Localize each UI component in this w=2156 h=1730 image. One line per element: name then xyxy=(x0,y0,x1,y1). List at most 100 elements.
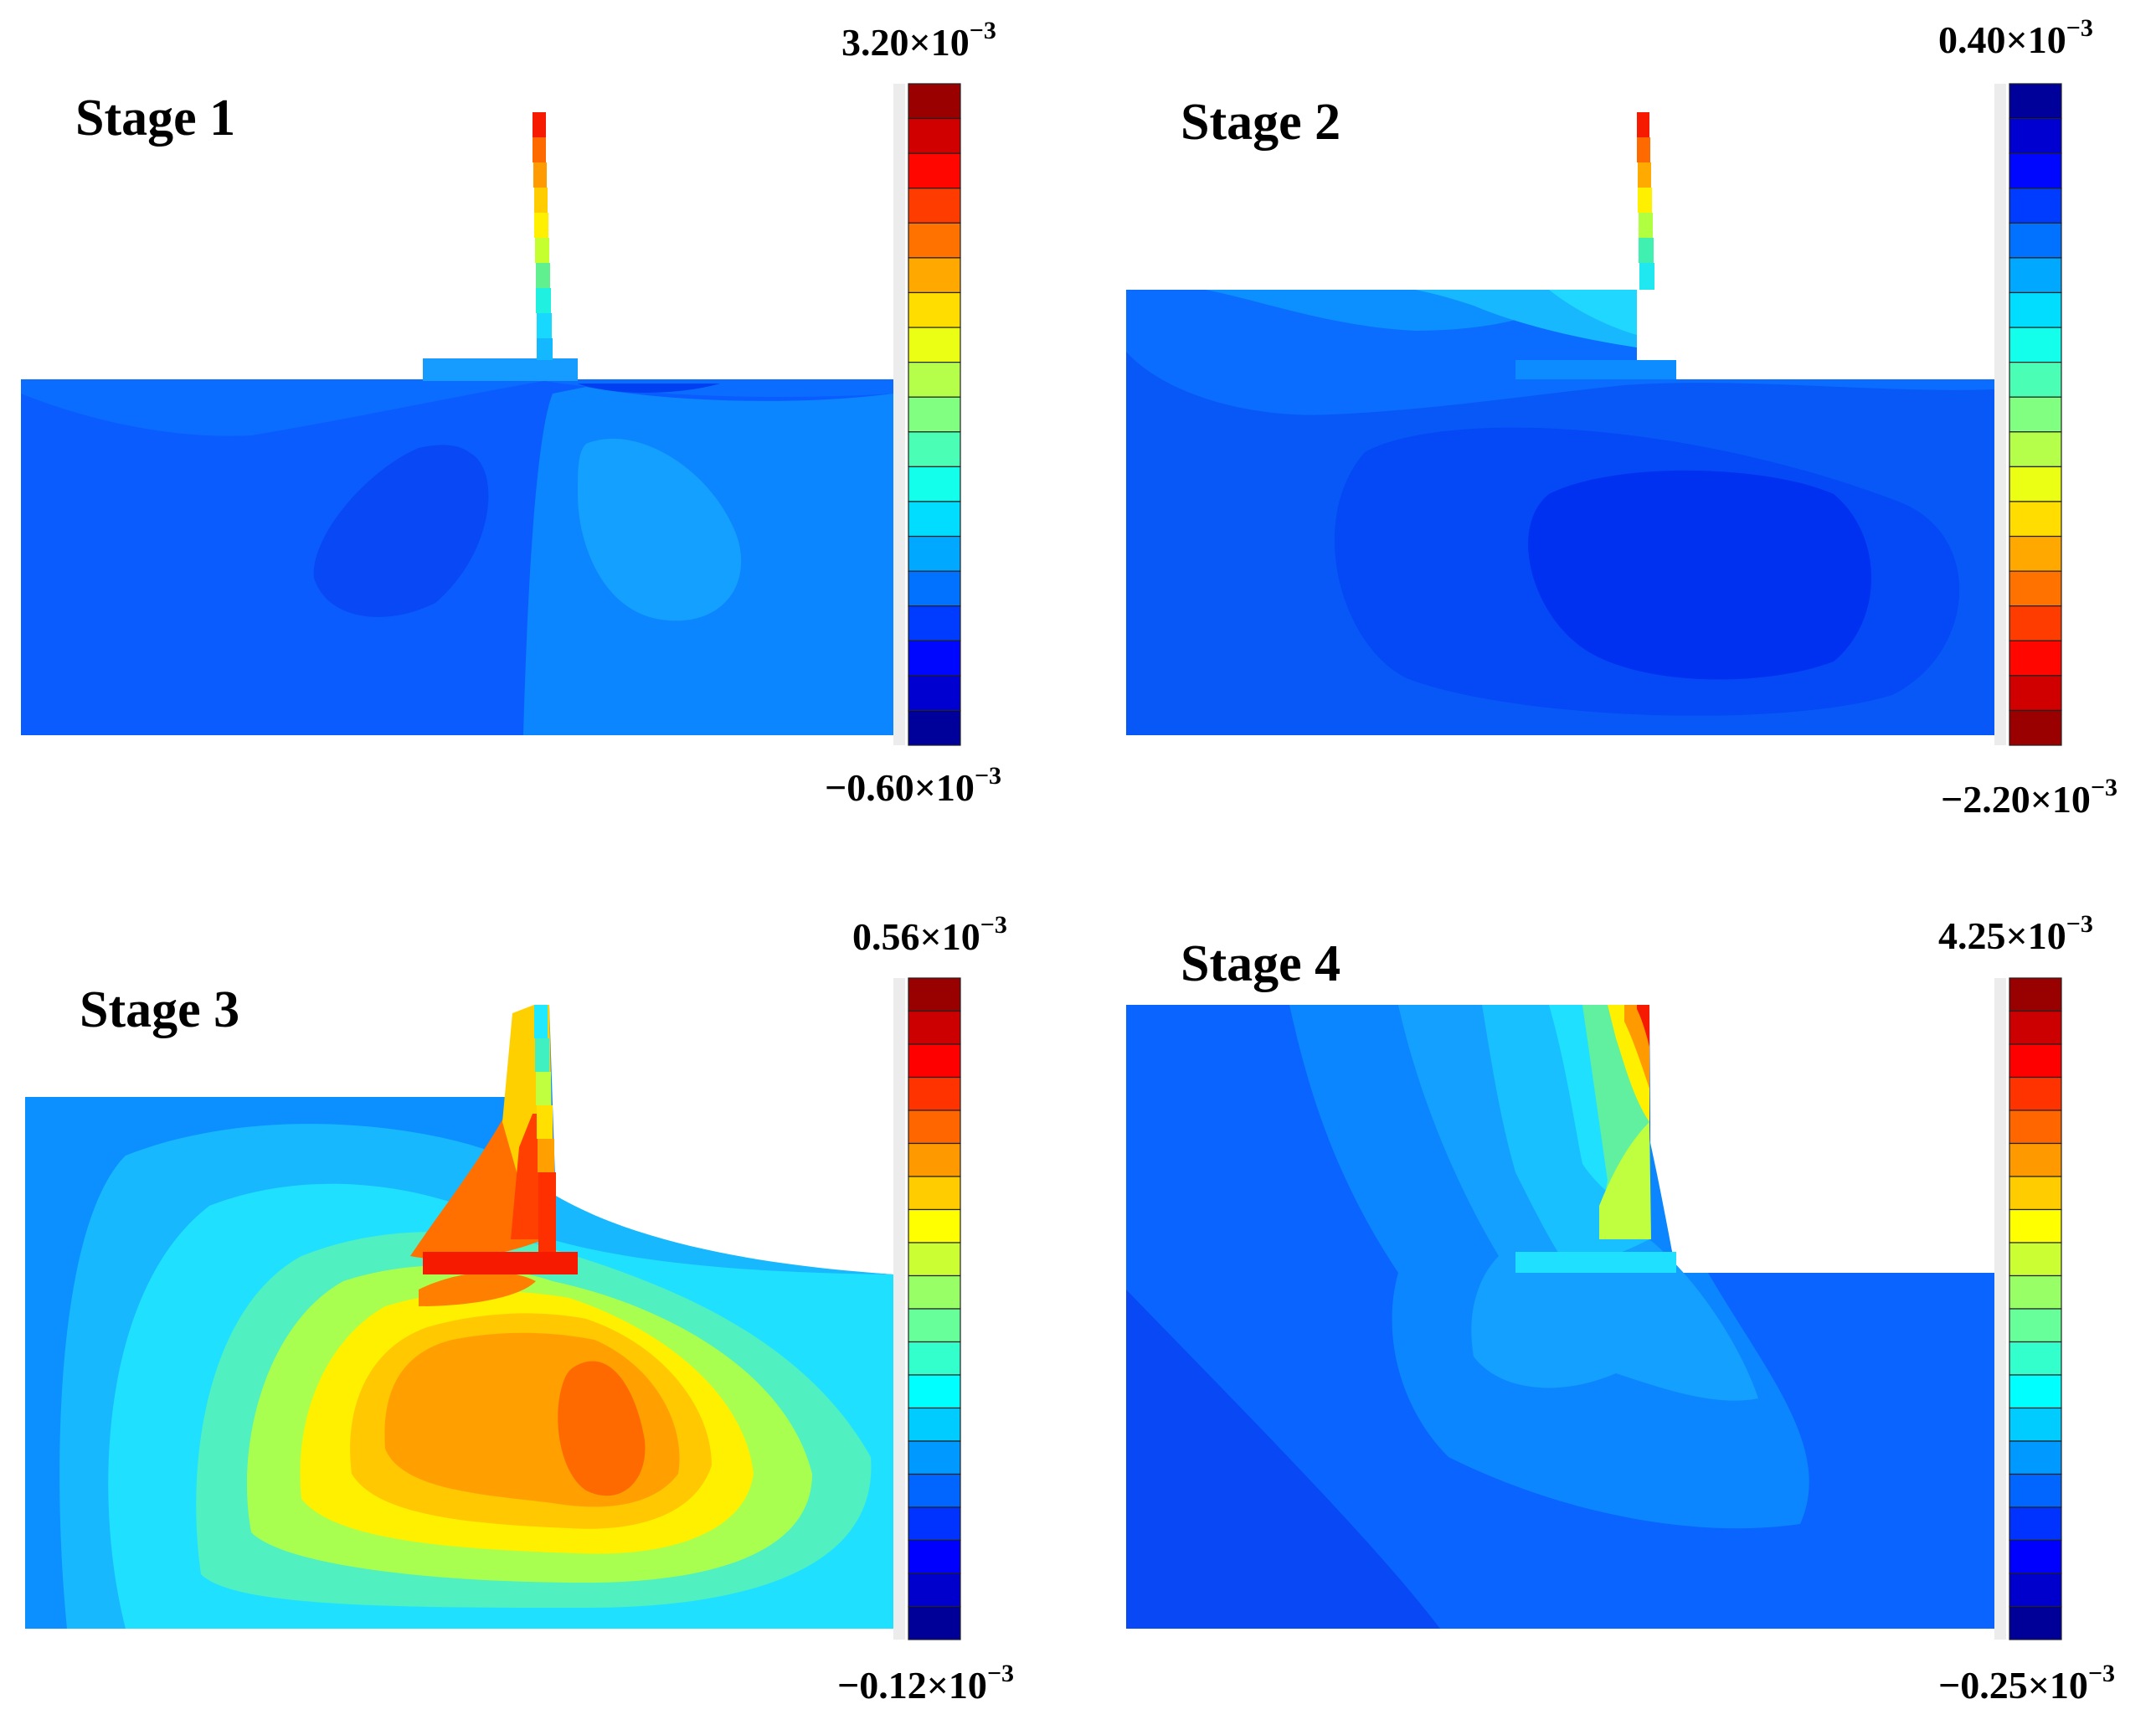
colorbar-level xyxy=(908,83,961,120)
colorbar-level xyxy=(2009,1110,2062,1145)
colorbar-level xyxy=(2009,675,2062,712)
colorbar-level xyxy=(908,1341,961,1376)
colorbar-level xyxy=(2009,1605,2062,1640)
stage-3-panel: Stage 3 0.56×10−3 −0.12×10−3 xyxy=(0,871,1076,1725)
colorbar-shadow xyxy=(893,978,905,1640)
colorbar-level xyxy=(908,977,961,1012)
stage-1-stem-band xyxy=(536,288,551,313)
stage-3-stem-band xyxy=(536,1072,551,1105)
stage-3-stem-band xyxy=(535,1038,549,1072)
colorbar-level xyxy=(908,1010,961,1045)
colorbar-level xyxy=(908,535,961,572)
colorbar-level xyxy=(908,327,961,363)
colorbar-level xyxy=(2009,152,2062,189)
colorbar-level xyxy=(2009,1142,2062,1177)
colorbar-level xyxy=(908,291,961,328)
stage-4-colorbar-min-label: −0.25×10−3 xyxy=(1938,1660,2116,1707)
colorbar-level xyxy=(2009,1208,2062,1243)
colorbar-level xyxy=(2009,1473,2062,1508)
stage-2-stem-band xyxy=(1637,137,1650,162)
colorbar-level xyxy=(908,188,961,224)
colorbar-level xyxy=(2009,605,2062,641)
colorbar-level xyxy=(908,1308,961,1343)
colorbar-level xyxy=(908,1142,961,1177)
colorbar-level xyxy=(2009,1573,2062,1608)
colorbar-shadow xyxy=(893,84,905,745)
stage-2-contour-field xyxy=(1126,112,1994,735)
stage-3-contour-field xyxy=(25,1005,894,1629)
colorbar-level xyxy=(908,640,961,677)
stage-1-contour-band xyxy=(578,438,742,621)
colorbar-level xyxy=(908,466,961,502)
stage-4-footing xyxy=(1515,1252,1676,1273)
colorbar-level xyxy=(2009,1010,2062,1045)
colorbar-level xyxy=(2009,291,2062,328)
stage-1-stem-band xyxy=(533,162,547,188)
colorbar-level xyxy=(2009,1539,2062,1574)
colorbar-level xyxy=(908,222,961,259)
colorbar-level xyxy=(2009,570,2062,607)
colorbar-level xyxy=(908,570,961,607)
colorbar-level xyxy=(908,1208,961,1243)
colorbar-level xyxy=(908,1274,961,1310)
colorbar-level xyxy=(908,117,961,154)
colorbar-level xyxy=(2009,640,2062,677)
colorbar-shadow xyxy=(1994,84,2006,745)
stage-1-stem-band xyxy=(533,137,546,162)
colorbar-level xyxy=(908,709,961,746)
stage-1-colorbar xyxy=(893,83,961,746)
colorbar-level xyxy=(2009,1076,2062,1111)
stage-1-stem-band xyxy=(536,263,550,288)
stage-2-stem-band xyxy=(1639,238,1654,263)
stage-1-contour-band xyxy=(313,445,489,617)
colorbar-level xyxy=(908,1605,961,1640)
colorbar-level xyxy=(2009,977,2062,1012)
stage-2-title: Stage 2 xyxy=(1181,94,1341,151)
colorbar-level xyxy=(2009,1176,2062,1211)
stage-4-colorbar-max-label: 4.25×10−3 xyxy=(1938,910,2093,957)
stage-2-colorbar-max-label: 0.40×10−3 xyxy=(1938,14,2093,61)
colorbar-level xyxy=(2009,1043,2062,1079)
stage-3-colorbar xyxy=(893,977,961,1640)
colorbar-level xyxy=(2009,1308,2062,1343)
colorbar-level xyxy=(908,1440,961,1475)
colorbar-level xyxy=(908,1539,961,1574)
stage-1-colorbar-max-label: 3.20×10−3 xyxy=(841,17,996,64)
stage-2-stem-band xyxy=(1639,213,1653,238)
stage-2-panel: Stage 2 0.40×10−3 −2.20×10−3 xyxy=(1080,0,2156,837)
colorbar-level xyxy=(2009,362,2062,398)
colorbar-level xyxy=(2009,327,2062,363)
stage-3-stem-band xyxy=(537,1105,553,1139)
stage-1-contour-field xyxy=(21,112,893,735)
colorbar-level xyxy=(908,1407,961,1442)
colorbar-level xyxy=(908,152,961,189)
colorbar-level xyxy=(908,675,961,712)
stage-3-stem-band xyxy=(534,1005,548,1038)
stage-4-contour-band xyxy=(1599,1122,1651,1239)
colorbar-level xyxy=(908,1374,961,1409)
colorbar-level xyxy=(2009,501,2062,538)
colorbar-level xyxy=(908,1076,961,1111)
stage-3-stem-band xyxy=(538,1139,554,1172)
stage-2-stem-band xyxy=(1639,263,1654,290)
stage-1-title: Stage 1 xyxy=(75,90,236,147)
colorbar-level xyxy=(2009,1274,2062,1310)
colorbar-level xyxy=(2009,222,2062,259)
colorbar-level xyxy=(2009,709,2062,746)
stage-3-contour-band xyxy=(419,1272,536,1306)
colorbar-level xyxy=(2009,535,2062,572)
colorbar-level xyxy=(2009,1242,2062,1277)
colorbar-level xyxy=(908,1473,961,1508)
colorbar-level xyxy=(2009,396,2062,433)
colorbar-level xyxy=(908,257,961,294)
stage-1-footing xyxy=(423,358,578,381)
colorbar-level xyxy=(908,396,961,433)
stage-1-contour-band xyxy=(21,379,893,436)
colorbar-level xyxy=(2009,1341,2062,1376)
stage-1-stem-band xyxy=(533,112,546,137)
colorbar-level xyxy=(2009,188,2062,224)
stage-2-contour-band xyxy=(1528,470,1871,680)
stage-4-title: Stage 4 xyxy=(1181,935,1341,992)
colorbar-level xyxy=(908,362,961,398)
colorbar-level xyxy=(908,605,961,641)
